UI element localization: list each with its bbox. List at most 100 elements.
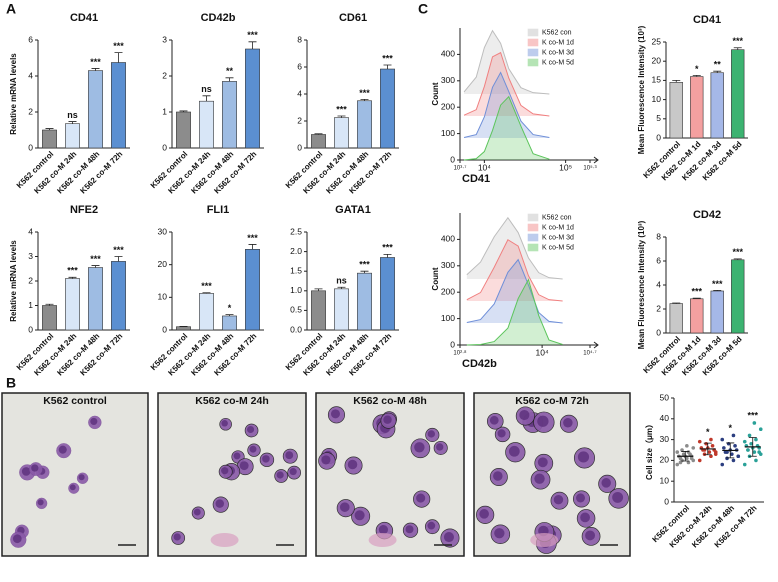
error-bar <box>314 288 323 291</box>
nucleus <box>585 530 596 541</box>
rbc <box>210 533 239 547</box>
nucleus <box>414 442 425 453</box>
nucleus <box>443 532 454 543</box>
x-tick-label: K562 co-M 72h <box>212 149 258 195</box>
y-tick-label: 0 <box>656 327 661 337</box>
y-tick-label: 2.0 <box>290 246 302 256</box>
data-point <box>681 452 686 456</box>
bar <box>311 290 326 331</box>
y-tick-label: 0 <box>450 339 455 349</box>
legend-swatch <box>527 58 539 67</box>
y-tick-label: 300 <box>441 75 455 85</box>
bar <box>199 100 214 149</box>
nucleus <box>12 534 22 544</box>
y-tick-label: 400 <box>441 234 455 244</box>
y-tick-label: 400 <box>441 49 455 59</box>
y-tick-label: 50 <box>660 392 670 402</box>
micrograph: K562 co-M 24h <box>157 392 307 557</box>
bar <box>380 257 395 331</box>
density-curve <box>463 71 550 138</box>
nucleus <box>339 502 350 512</box>
data-point <box>752 450 757 454</box>
rbc <box>530 533 559 547</box>
panel-label: B <box>6 375 16 391</box>
bar <box>669 82 683 139</box>
data-point <box>749 441 753 446</box>
significance: *** <box>712 279 723 289</box>
significance: *** <box>732 247 743 257</box>
nucleus <box>416 493 426 503</box>
nucleus <box>193 508 201 516</box>
data-point <box>725 450 729 454</box>
image-title: K562 co-M 72h <box>515 395 589 407</box>
y-tick-label: 1 <box>28 300 33 310</box>
nucleus <box>612 491 624 503</box>
nucleus <box>330 409 340 419</box>
error-bar <box>383 253 392 258</box>
nucleus <box>383 415 392 424</box>
nucleus <box>90 417 98 425</box>
data-point <box>710 444 715 448</box>
y-axis-label: Count <box>431 267 440 290</box>
legend-label: K562 con <box>542 214 572 221</box>
nucleus <box>262 455 270 463</box>
data-point <box>725 456 729 461</box>
y-axis-label: Count <box>431 82 440 105</box>
data-point <box>731 458 736 463</box>
error-bar <box>733 47 742 50</box>
error-bar <box>248 41 257 49</box>
bar <box>176 326 191 331</box>
y-axis-label: Mean Fluorescence Intensity (10³) <box>637 25 646 154</box>
nucleus <box>321 455 331 465</box>
density-fill <box>464 52 550 116</box>
legend-swatch <box>527 233 539 242</box>
x-tick-label: K562 co-M 72h <box>78 149 124 195</box>
nucleus <box>239 461 249 471</box>
density-fill <box>466 239 563 301</box>
data-point <box>731 433 736 438</box>
significance: ** <box>226 66 234 76</box>
y-tick-label: 15 <box>652 75 662 85</box>
legend-label: K co-M 1d <box>542 39 574 46</box>
significance: *** <box>359 88 370 98</box>
error-bar <box>337 115 346 118</box>
data-point <box>675 462 680 467</box>
nucleus <box>534 473 545 484</box>
bar <box>176 111 191 149</box>
data-point <box>709 437 713 442</box>
x-axis <box>460 156 599 164</box>
significance: *** <box>201 281 212 291</box>
nucleus <box>21 467 31 476</box>
data-point <box>685 444 689 448</box>
y-axis-label: Relative mRNA levels <box>9 53 18 135</box>
bar <box>88 267 103 331</box>
bar <box>65 123 80 149</box>
significance: *** <box>382 243 393 253</box>
legend-label: K co-M 5d <box>542 244 574 251</box>
rbc <box>368 533 397 547</box>
data-point <box>691 446 696 450</box>
significance: *** <box>747 410 758 420</box>
y-tick-label: 2 <box>297 115 302 125</box>
nucleus <box>58 445 67 454</box>
y-tick-label: 2.5 <box>290 226 302 236</box>
bar <box>710 290 724 334</box>
error-bar <box>68 276 77 279</box>
nucleus <box>69 484 76 491</box>
legend-swatch <box>527 38 539 47</box>
legend-swatch <box>527 213 539 222</box>
y-tick-label: 0 <box>297 142 302 152</box>
nucleus <box>221 419 228 427</box>
significance: * <box>695 64 699 74</box>
bar <box>690 76 704 139</box>
density-fill <box>466 279 563 345</box>
nucleus <box>249 445 257 453</box>
density-curve <box>466 216 563 280</box>
error-bar <box>360 270 369 274</box>
sd-bar <box>748 437 757 457</box>
y-axis-label: Mean Fluorescence Intensity (10³) <box>637 220 646 349</box>
nucleus <box>436 443 444 451</box>
data-point <box>686 460 691 465</box>
significance: * <box>706 427 710 437</box>
y-tick-label: 1 <box>162 106 167 116</box>
